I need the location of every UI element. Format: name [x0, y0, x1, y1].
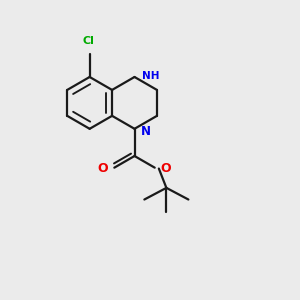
Text: Cl: Cl: [82, 36, 94, 46]
Text: NH: NH: [142, 70, 159, 80]
Text: N: N: [140, 125, 150, 138]
Text: O: O: [98, 162, 108, 175]
Text: O: O: [160, 162, 171, 175]
